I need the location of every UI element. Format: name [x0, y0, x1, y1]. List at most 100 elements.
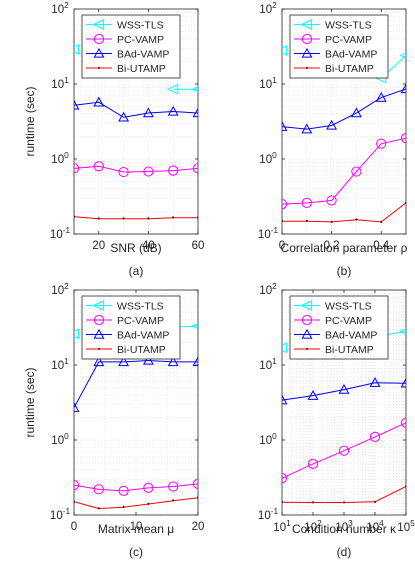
series-bad-vamp	[74, 354, 198, 412]
y-tick-label-base: 10	[259, 154, 272, 166]
y-tick-label-base: 10	[259, 4, 272, 16]
data-point	[369, 377, 381, 387]
legend-marker	[301, 47, 313, 58]
data-point	[74, 99, 80, 110]
data-point	[282, 394, 288, 405]
data-point: •	[122, 503, 125, 512]
y-tick-label: 10-1	[258, 226, 279, 241]
y-tick-label-exp: 2	[272, 1, 277, 10]
y-tick-label-exp: 2	[64, 282, 69, 291]
data-point	[282, 342, 288, 354]
panel-label: (d)	[337, 545, 352, 559]
y-tick-label-base: 10	[259, 435, 272, 447]
data-point	[399, 52, 406, 59]
data-point	[168, 165, 179, 176]
series-pc-vamp	[282, 132, 406, 210]
y-tick-label: 10-1	[258, 507, 279, 522]
data-point	[376, 138, 387, 149]
legend-marker	[93, 33, 105, 45]
series-group: • • • • • •	[281, 45, 406, 226]
data-point	[74, 480, 80, 491]
data-point: •	[197, 493, 200, 502]
y-tick-label-base: 10	[51, 79, 64, 91]
data-point: •	[147, 214, 150, 223]
data-point	[118, 356, 130, 367]
data-point	[118, 485, 129, 496]
y-tick-label: 101	[51, 357, 69, 372]
legend-label: WSS-TLS	[117, 301, 164, 313]
y-tick-label-base: 10	[258, 229, 271, 241]
data-point: •	[97, 504, 100, 513]
y-tick-label-exp: 2	[64, 1, 69, 10]
y-tick-label: 101	[259, 76, 277, 91]
data-point: •	[73, 497, 76, 506]
data-point: •	[281, 498, 284, 507]
y-tick-label-exp: -1	[271, 226, 279, 235]
legend-marker: •	[306, 345, 309, 354]
x-tick-label: 0	[279, 240, 285, 252]
axes-box	[73, 8, 199, 235]
data-point	[351, 166, 362, 177]
x-axis-label: Condition number κ	[292, 522, 397, 536]
data-point	[93, 96, 105, 107]
legend-label: BAd-VAMP	[117, 49, 169, 61]
y-tick-label-exp: 0	[272, 432, 277, 441]
data-point	[400, 83, 406, 94]
data-point	[400, 377, 406, 388]
series-bi-utamp: • • • • •	[281, 482, 406, 507]
data-point	[307, 458, 319, 470]
y-tick-label-base: 10	[259, 360, 272, 372]
data-point: •	[355, 215, 358, 224]
x-tick-label: 103	[335, 519, 353, 534]
legend-marker: •	[98, 64, 101, 73]
data-point	[93, 161, 104, 172]
legend-marker	[93, 47, 105, 58]
x-tick-label-base: 10	[273, 522, 286, 534]
y-tick-label-exp: 1	[272, 76, 277, 85]
series-bad-vamp	[74, 96, 198, 122]
x-axis-label: Correlation parameter ρ	[281, 241, 408, 255]
y-tick-label: 101	[51, 76, 69, 91]
data-point: •	[172, 496, 175, 505]
series-pc-vamp	[74, 478, 198, 496]
legend-label: BAd-VAMP	[325, 330, 377, 342]
y-tick-label-base: 10	[51, 435, 64, 447]
data-point: •	[330, 217, 333, 226]
x-tick-label: 104	[366, 519, 384, 534]
data-point	[74, 43, 80, 55]
x-axis-label: Matrix mean μ	[98, 522, 174, 536]
x-tick-label: 0.2	[324, 240, 340, 252]
legend-label: BAd-VAMP	[117, 330, 169, 342]
y-tick-label-base: 10	[51, 154, 64, 166]
legend: WSS-TLS PC-VAMP BAd-VAMP • Bi-UTAMP	[81, 295, 181, 360]
y-tick-label-base: 10	[258, 510, 271, 522]
data-point	[143, 482, 154, 493]
data-point: •	[374, 497, 377, 506]
data-point	[326, 119, 338, 130]
data-point	[191, 86, 198, 93]
data-point: •	[305, 217, 308, 226]
y-axis-label: runtime (sec)	[23, 86, 37, 156]
series-line	[282, 88, 406, 130]
x-tick-label-exp: 1	[286, 519, 291, 528]
data-point: •	[147, 500, 150, 509]
data-point	[375, 91, 387, 102]
x-tick-label: 101	[273, 519, 291, 534]
y-tick-label-exp: 2	[272, 282, 277, 291]
data-point	[338, 445, 350, 456]
legend-label: PC-VAMP	[117, 315, 164, 327]
data-point	[400, 417, 406, 428]
legend-marker	[301, 328, 313, 339]
data-point: •	[281, 217, 284, 226]
series-wss-tls	[74, 43, 198, 95]
data-point	[192, 107, 198, 118]
data-point: •	[97, 214, 100, 223]
x-tick-label: 20	[192, 521, 205, 533]
series-line	[74, 497, 198, 510]
data-point	[93, 484, 104, 495]
legend-marker	[92, 300, 105, 311]
